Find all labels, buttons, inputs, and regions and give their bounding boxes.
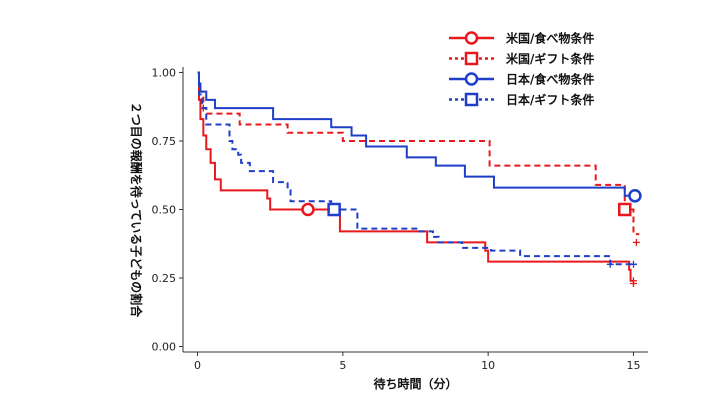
censor-mark bbox=[606, 260, 614, 268]
series-3 bbox=[197, 71, 642, 203]
series-layer bbox=[197, 71, 642, 287]
series-4 bbox=[197, 71, 637, 268]
censor-mark bbox=[629, 279, 637, 287]
series-line bbox=[197, 71, 637, 266]
legend-label: 米国/食べ物条件 bbox=[506, 31, 594, 46]
legend-item: 日本/食べ物条件 bbox=[449, 72, 594, 87]
median-marker bbox=[327, 202, 341, 217]
legend-label: 日本/食べ物条件 bbox=[506, 72, 594, 87]
median-marker bbox=[618, 202, 632, 217]
legend-marker bbox=[464, 92, 479, 107]
legend-item: 米国/食べ物条件 bbox=[449, 31, 594, 46]
legend-item: 米国/ギフト条件 bbox=[449, 51, 594, 66]
y-tick-label: 0.50 bbox=[152, 204, 177, 217]
median-marker bbox=[301, 202, 315, 217]
y-axis-title: ２つ目の報酬を待っている子どもの割合 bbox=[129, 102, 144, 318]
legend-marker bbox=[464, 72, 479, 86]
legend-marker bbox=[464, 31, 479, 45]
median-marker bbox=[628, 189, 642, 203]
y-tick-label: 0.75 bbox=[152, 135, 177, 148]
x-tick-label: 0 bbox=[194, 359, 201, 372]
legend-marker bbox=[464, 51, 479, 66]
y-tick-label: 1.00 bbox=[152, 66, 177, 79]
legend-label: 米国/ギフト条件 bbox=[506, 51, 594, 66]
x-tick-label: 15 bbox=[626, 359, 640, 372]
legend-item: 日本/ギフト条件 bbox=[449, 92, 594, 107]
censor-mark bbox=[629, 260, 637, 268]
series-line bbox=[197, 71, 635, 197]
legend-label: 日本/ギフト条件 bbox=[506, 92, 594, 107]
chart-axes: 0.00 0.25 0.50 0.75 1.00 0 5 10 15 bbox=[152, 66, 648, 372]
censor-mark bbox=[632, 238, 640, 246]
x-tick-label: 10 bbox=[481, 359, 495, 372]
y-tick-label: 0.00 bbox=[152, 341, 177, 354]
series-line bbox=[197, 71, 634, 282]
x-axis-title: 待ち時間（分） bbox=[373, 376, 457, 391]
x-tick-label: 5 bbox=[339, 359, 346, 372]
y-tick-label: 0.25 bbox=[152, 272, 177, 285]
